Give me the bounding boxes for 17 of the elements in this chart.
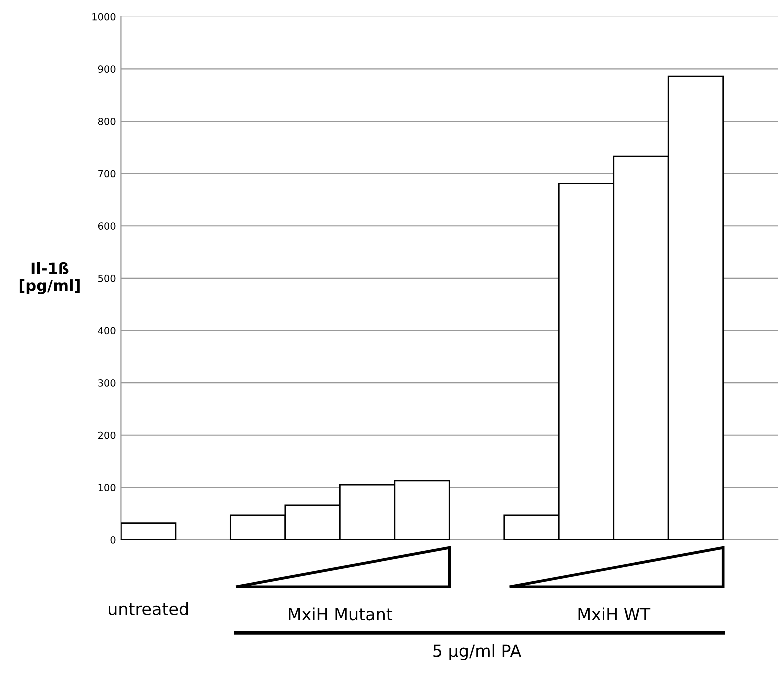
- y-axis-title: Il-1ß [pg/ml]: [20, 262, 80, 294]
- y-tick-label: 600: [98, 222, 116, 230]
- text: MxiH Mutant: [289, 608, 393, 621]
- y-tick-label: 500: [98, 274, 116, 282]
- y-tick-label: 900: [98, 66, 116, 74]
- y-tick-label: 1000: [92, 13, 116, 21]
- y-tick-label: 800: [98, 118, 116, 126]
- y-tick-label: 400: [98, 327, 116, 335]
- y-tick-label: 200: [98, 432, 116, 440]
- y-tick-label: 0: [110, 536, 116, 544]
- y-tick-label: 700: [98, 170, 116, 178]
- y-tick-label: 300: [98, 380, 116, 387]
- text: MxiH WT: [578, 608, 651, 620]
- y-tick-label: 100: [98, 484, 116, 492]
- bar: [121, 522, 177, 540]
- text: 5 µg/ml PA: [434, 644, 522, 661]
- text: untreated: [109, 602, 188, 616]
